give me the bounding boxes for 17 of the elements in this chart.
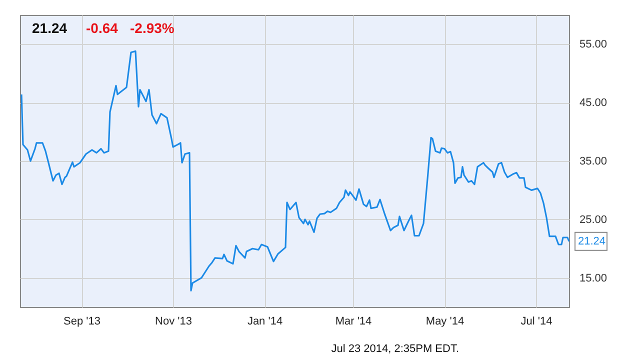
x-tick-label: Jan '14 (247, 316, 283, 328)
y-tick-label: 25.00 (580, 214, 608, 226)
annotation: -2.93% (130, 20, 175, 36)
x-tick-label: Mar '14 (335, 316, 372, 328)
y-tick-label: 35.00 (580, 156, 608, 168)
annotation: 21.24 (32, 20, 68, 36)
x-tick-label: May '14 (426, 316, 464, 328)
y-tick-label: 55.00 (580, 38, 608, 51)
annotation: 21.24 (578, 235, 606, 248)
x-tick-label: Nov '13 (155, 316, 192, 328)
x-tick-label: Jul '14 (520, 316, 552, 328)
x-tick-label: Sep '13 (64, 316, 100, 328)
annotation: -0.64 (86, 20, 118, 36)
y-tick-label: 45.00 (580, 97, 608, 110)
line-series (20, 50, 570, 292)
y-tick-label: 15.00 (580, 272, 608, 284)
text: Jul 23 2014, 2:35PM EDT. (331, 343, 459, 355)
